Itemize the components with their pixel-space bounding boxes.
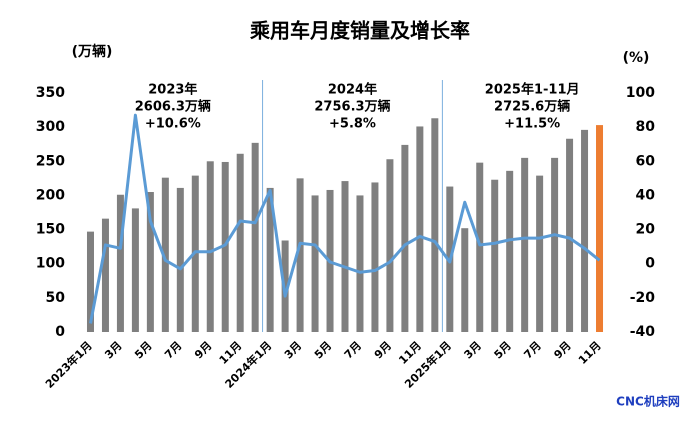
bar [311, 195, 319, 332]
annotation: +11.5% [504, 117, 560, 132]
bar [176, 187, 184, 332]
bar [551, 157, 559, 332]
bar [491, 179, 499, 332]
annotation: 2725.6万辆 [494, 99, 570, 115]
x-tick-label: 5月 [492, 339, 514, 361]
x-tick-label: 3月 [282, 339, 304, 361]
y-tick-label: 150 [36, 222, 65, 238]
bar [521, 157, 529, 332]
y2-tick-label: -20 [630, 290, 656, 306]
y-tick-label: 300 [36, 119, 65, 135]
annotation: 2024年 [328, 82, 377, 98]
x-tick-label: 7月 [162, 339, 184, 361]
bar [221, 161, 229, 332]
bar [146, 192, 154, 332]
y-tick-label: 350 [36, 85, 65, 101]
x-tick-label: 7月 [521, 339, 543, 361]
bar [356, 195, 364, 332]
bar [266, 187, 274, 332]
x-tick-label: 5月 [312, 339, 334, 361]
bar [101, 218, 109, 332]
x-tick-label: 9月 [372, 339, 394, 361]
y2-tick-label: 80 [636, 119, 656, 135]
bar [236, 153, 244, 332]
x-tick-label: 3月 [462, 339, 484, 361]
bar [581, 129, 589, 332]
annotation: 2756.3万辆 [314, 99, 390, 115]
bar [86, 231, 94, 332]
x-tick-label: 2023年1月 [42, 338, 95, 391]
bar [566, 138, 574, 332]
annotation: 2025年1-11月 [485, 82, 580, 98]
bar [161, 177, 169, 332]
y2-tick-label: 100 [626, 85, 655, 101]
y2-tick-label: 20 [636, 222, 656, 238]
y-tick-label: 50 [46, 290, 66, 306]
bar [296, 178, 304, 332]
bar [506, 170, 514, 332]
growth-line [89, 113, 601, 324]
y-tick-label: 0 [55, 324, 65, 340]
annotation: 2606.3万辆 [135, 99, 211, 115]
bar [401, 144, 409, 332]
bar [416, 126, 424, 333]
x-tick-label: 11月 [576, 339, 604, 367]
source: CNC机床网 [616, 394, 680, 409]
y2-tick-label: 0 [645, 256, 655, 272]
bar [461, 228, 469, 332]
bar [596, 125, 604, 332]
y-tick-label: 100 [36, 256, 65, 272]
x-tick-label: 5月 [132, 339, 154, 361]
annotation: +10.6% [145, 117, 201, 132]
x-tick-label: 7月 [342, 339, 364, 361]
x-tick-label: 9月 [551, 339, 573, 361]
bar [341, 181, 349, 332]
y2-tick-label: -40 [630, 324, 656, 340]
bar [206, 161, 214, 332]
y-tick-label: 250 [36, 153, 65, 169]
chart-title: 乘用车月度销量及增长率 [249, 19, 470, 43]
annotation: 2023年 [148, 82, 197, 98]
bar [371, 182, 379, 332]
bar [131, 208, 139, 332]
bar [251, 142, 259, 332]
y-tick-label: 200 [36, 187, 65, 203]
bar [431, 118, 439, 332]
x-tick-label: 9月 [192, 339, 214, 361]
bar [386, 159, 394, 332]
x-tick-label: 3月 [102, 339, 124, 361]
y2-axis-label: (%) [623, 50, 650, 66]
bar [476, 162, 484, 332]
y2-tick-label: 40 [636, 187, 656, 203]
y-axis-label: (万辆) [72, 43, 113, 60]
annotation: +5.8% [329, 117, 376, 132]
bar [536, 175, 544, 332]
bar [116, 194, 124, 332]
y2-tick-label: 60 [636, 153, 656, 169]
